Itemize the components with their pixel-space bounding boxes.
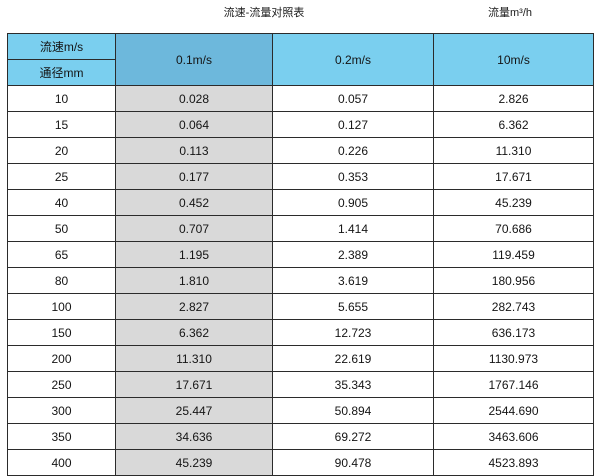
cell-flow-at-velocity-1: 2.389 — [272, 241, 434, 268]
table-header: 流速m/s 0.1m/s 0.2m/s 10m/s 通径mm — [7, 33, 594, 86]
cell-flow-at-velocity-1: 3.619 — [272, 267, 434, 294]
cell-flow-at-velocity-0: 0.452 — [115, 189, 273, 216]
cell-flow-at-velocity-0: 0.064 — [115, 111, 273, 138]
corner-header-velocity-unit: 流速m/s — [7, 33, 116, 60]
table-row: 80 1.810 3.619 180.956 — [7, 267, 594, 294]
cell-flow-at-velocity-0: 17.671 — [115, 371, 273, 398]
cell-flow-at-velocity-1: 0.127 — [272, 111, 434, 138]
cell-flow-at-velocity-2: 6.362 — [433, 111, 594, 138]
cell-flow-at-velocity-2: 2544.690 — [433, 397, 594, 424]
cell-nominal-diameter: 65 — [7, 241, 116, 268]
table-header-row-bottom: 通径mm — [7, 59, 594, 86]
cell-flow-at-velocity-1: 90.478 — [272, 449, 434, 476]
cell-flow-at-velocity-0: 1.195 — [115, 241, 273, 268]
cell-flow-at-velocity-2: 3463.606 — [433, 423, 594, 450]
table-row: 25 0.177 0.353 17.671 — [7, 163, 594, 190]
cell-flow-at-velocity-0: 25.447 — [115, 397, 273, 424]
cell-flow-at-velocity-2: 17.671 — [433, 163, 594, 190]
table-row: 20 0.113 0.226 11.310 — [7, 137, 594, 164]
cell-nominal-diameter: 300 — [7, 397, 116, 424]
cell-nominal-diameter: 250 — [7, 371, 116, 398]
cell-nominal-diameter: 25 — [7, 163, 116, 190]
cell-flow-at-velocity-1: 0.353 — [272, 163, 434, 190]
cell-flow-at-velocity-2: 2.826 — [433, 85, 594, 112]
cell-flow-at-velocity-1: 0.226 — [272, 137, 434, 164]
cell-flow-at-velocity-2: 1130.973 — [433, 345, 594, 372]
flow-velocity-table-container: 流速m/s 0.1m/s 0.2m/s 10m/s 通径mm 10 0.028 0.… — [7, 33, 594, 476]
table-row: 300 25.447 50.894 2544.690 — [7, 397, 594, 424]
column-header-velocity-1: 0.2m/s — [272, 33, 434, 86]
cell-flow-at-velocity-2: 119.459 — [433, 241, 594, 268]
cell-flow-at-velocity-1: 12.723 — [272, 319, 434, 346]
cell-flow-at-velocity-0: 11.310 — [115, 345, 273, 372]
flow-velocity-table: 流速m/s 0.1m/s 0.2m/s 10m/s 通径mm 10 0.028 0.… — [7, 33, 594, 476]
table-row: 400 45.239 90.478 4523.893 — [7, 449, 594, 476]
cell-flow-at-velocity-2: 1767.146 — [433, 371, 594, 398]
table-body: 10 0.028 0.057 2.826 15 0.064 0.127 6.362 20 0.11… — [7, 85, 594, 476]
flow-unit-label: 流量m³/h — [488, 7, 532, 19]
cell-flow-at-velocity-0: 6.362 — [115, 319, 273, 346]
cell-flow-at-velocity-2: 4523.893 — [433, 449, 594, 476]
cell-flow-at-velocity-2: 180.956 — [433, 267, 594, 294]
cell-nominal-diameter: 100 — [7, 293, 116, 320]
corner-header-diameter-unit: 通径mm — [7, 59, 116, 86]
cell-flow-at-velocity-1: 22.619 — [272, 345, 434, 372]
cell-nominal-diameter: 10 — [7, 85, 116, 112]
cell-flow-at-velocity-0: 1.810 — [115, 267, 273, 294]
table-row: 10 0.028 0.057 2.826 — [7, 85, 594, 112]
cell-flow-at-velocity-2: 70.686 — [433, 215, 594, 242]
caption-strip: 流速-流量对照表 流量m³/h — [0, 0, 600, 33]
table-row: 65 1.195 2.389 119.459 — [7, 241, 594, 268]
table-header-row-top: 流速m/s 0.1m/s 0.2m/s 10m/s — [7, 33, 594, 86]
table-row: 350 34.636 69.272 3463.606 — [7, 423, 594, 450]
cell-flow-at-velocity-2: 11.310 — [433, 137, 594, 164]
cell-nominal-diameter: 15 — [7, 111, 116, 138]
cell-flow-at-velocity-2: 636.173 — [433, 319, 594, 346]
cell-flow-at-velocity-0: 0.028 — [115, 85, 273, 112]
cell-flow-at-velocity-0: 2.827 — [115, 293, 273, 320]
column-header-velocity-0: 0.1m/s — [115, 33, 273, 86]
cell-flow-at-velocity-1: 35.343 — [272, 371, 434, 398]
cell-nominal-diameter: 150 — [7, 319, 116, 346]
cell-flow-at-velocity-0: 0.707 — [115, 215, 273, 242]
cell-flow-at-velocity-1: 0.905 — [272, 189, 434, 216]
table-row: 200 11.310 22.619 1130.973 — [7, 345, 594, 372]
cell-flow-at-velocity-2: 282.743 — [433, 293, 594, 320]
cell-flow-at-velocity-1: 69.272 — [272, 423, 434, 450]
cell-flow-at-velocity-1: 5.655 — [272, 293, 434, 320]
column-header-velocity-2: 10m/s — [433, 33, 594, 86]
table-row: 40 0.452 0.905 45.239 — [7, 189, 594, 216]
cell-flow-at-velocity-1: 1.414 — [272, 215, 434, 242]
table-row: 150 6.362 12.723 636.173 — [7, 319, 594, 346]
cell-flow-at-velocity-1: 0.057 — [272, 85, 434, 112]
cell-flow-at-velocity-1: 50.894 — [272, 397, 434, 424]
table-row: 15 0.064 0.127 6.362 — [7, 111, 594, 138]
cell-nominal-diameter: 400 — [7, 449, 116, 476]
cell-nominal-diameter: 50 — [7, 215, 116, 242]
cell-nominal-diameter: 350 — [7, 423, 116, 450]
cell-flow-at-velocity-0: 0.113 — [115, 137, 273, 164]
chart-title: 流速-流量对照表 — [223, 7, 305, 19]
cell-nominal-diameter: 20 — [7, 137, 116, 164]
cell-nominal-diameter: 200 — [7, 345, 116, 372]
table-row: 250 17.671 35.343 1767.146 — [7, 371, 594, 398]
cell-flow-at-velocity-0: 0.177 — [115, 163, 273, 190]
cell-flow-at-velocity-0: 34.636 — [115, 423, 273, 450]
cell-nominal-diameter: 40 — [7, 189, 116, 216]
cell-nominal-diameter: 80 — [7, 267, 116, 294]
table-row: 100 2.827 5.655 282.743 — [7, 293, 594, 320]
cell-flow-at-velocity-2: 45.239 — [433, 189, 594, 216]
table-row: 50 0.707 1.414 70.686 — [7, 215, 594, 242]
cell-flow-at-velocity-0: 45.239 — [115, 449, 273, 476]
